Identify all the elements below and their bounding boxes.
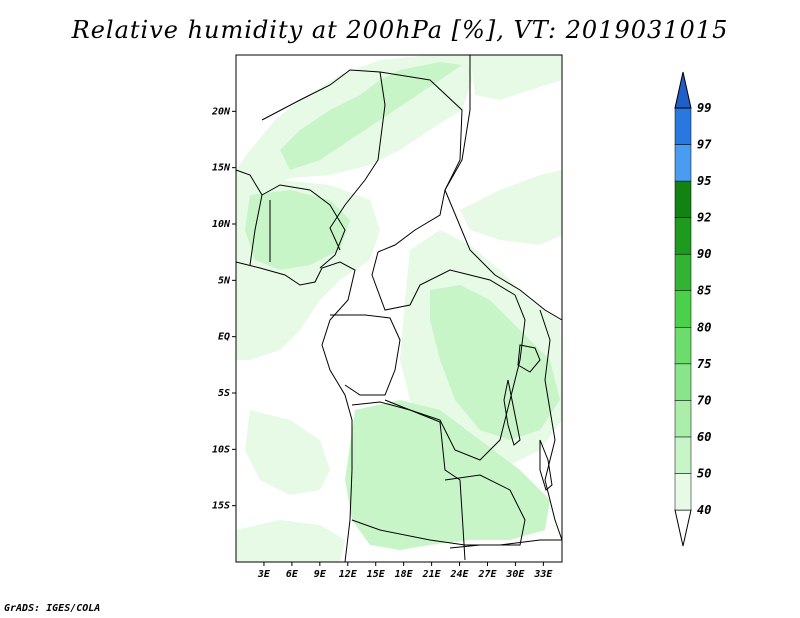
lat-tick-label: 5N: [218, 275, 231, 286]
humidity-zone-north-core: [280, 62, 462, 170]
colorbar-under-triangle: [674, 509, 692, 547]
lon-tick-label: 6E: [286, 569, 299, 580]
colorbar-segment: [674, 217, 692, 255]
lat-tick-label: 10S: [212, 444, 230, 455]
lon-tick-label: 24E: [450, 569, 470, 580]
colorbar-label: 60: [697, 430, 711, 444]
lat-tick-label: 5S: [218, 388, 230, 399]
lon-tick-label: 21E: [422, 569, 442, 580]
lat-tick-label: EQ: [218, 332, 230, 343]
border-congo: [330, 314, 401, 396]
lat-tick-label: 15S: [212, 501, 230, 512]
humidity-zone-northeast: [470, 55, 562, 100]
colorbar-segment: [674, 473, 692, 511]
colorbar-label: 99: [697, 101, 711, 115]
lon-tick-label: 33E: [533, 569, 553, 580]
colorbar-label: 40: [697, 503, 711, 517]
colorbar-label: 70: [697, 393, 711, 407]
lon-tick-label: 27E: [477, 569, 497, 580]
border-drc-east: [384, 294, 526, 461]
colorbar: 40 50 60 70 75 80 85 90 92 95 97 99: [674, 71, 712, 547]
colorbar-segment: [674, 180, 692, 218]
border-sahel: [261, 69, 386, 251]
colorbar-segment: [674, 400, 692, 438]
lake-malawi: [539, 439, 553, 491]
colorbar-segment: [674, 107, 692, 145]
lon-tick-label: 15E: [367, 569, 386, 580]
lon-tick-label: 18E: [395, 569, 414, 580]
humidity-zone-southwest: [245, 410, 330, 495]
border-westafrica: [235, 169, 271, 266]
humidity-zone-west-core: [245, 190, 350, 270]
lon-tick-label: 3E: [257, 569, 271, 580]
colorbar-segment: [674, 436, 692, 474]
coastline-west: [235, 261, 356, 563]
borders: [235, 55, 563, 563]
border-car: [371, 251, 516, 311]
latitude-axis: 20N 15N 10N 5N EQ 5S 10S 15S: [211, 106, 236, 512]
colorbar-label: 80: [697, 320, 711, 334]
border-sudan: [444, 55, 563, 321]
lake-tanganyika: [503, 379, 521, 446]
lat-tick-label: 10N: [212, 219, 231, 230]
lake-victoria: [517, 344, 541, 373]
colorbar-label: 90: [697, 247, 711, 261]
colorbar-label: 92: [697, 211, 711, 225]
humidity-zone-south: [345, 400, 550, 550]
colorbar-label: 75: [697, 357, 711, 371]
lon-tick-label: 12E: [339, 569, 358, 580]
border-south: [351, 519, 562, 546]
humidity-field: [236, 55, 562, 562]
humidity-zone-south-edge: [236, 520, 345, 562]
colorbar-segment: [674, 327, 692, 365]
map-frame: [235, 54, 563, 563]
colorbar-segment: [674, 253, 692, 291]
colorbar-label: 95: [697, 174, 711, 188]
humidity-zone-east-band: [460, 170, 562, 245]
colorbar-segment: [674, 144, 692, 182]
colorbar-label: 50: [697, 466, 711, 480]
border-east: [539, 309, 563, 541]
border-nigeria: [261, 184, 346, 269]
lon-tick-label: 9E: [314, 569, 327, 580]
colorbar-label: 97: [697, 138, 712, 152]
humidity-zone-central-core: [430, 285, 560, 440]
longitude-axis: 3E 6E 9E 12E 15E 18E 21E 24E 27E 30E 33E: [257, 562, 553, 580]
lat-tick-label: 20N: [211, 106, 231, 117]
colorbar-segment: [674, 290, 692, 328]
colorbar-over-triangle: [674, 71, 692, 109]
border-angola: [351, 401, 466, 561]
lat-tick-label: 15N: [212, 163, 231, 174]
map-title: Relative humidity at 200hPa [%], VT: 201…: [71, 16, 729, 44]
colorbar-segment: [674, 363, 692, 401]
lon-tick-label: 30E: [505, 569, 525, 580]
grads-credit: GrADS: IGES/COLA: [4, 603, 101, 614]
colorbar-label: 85: [697, 284, 711, 298]
